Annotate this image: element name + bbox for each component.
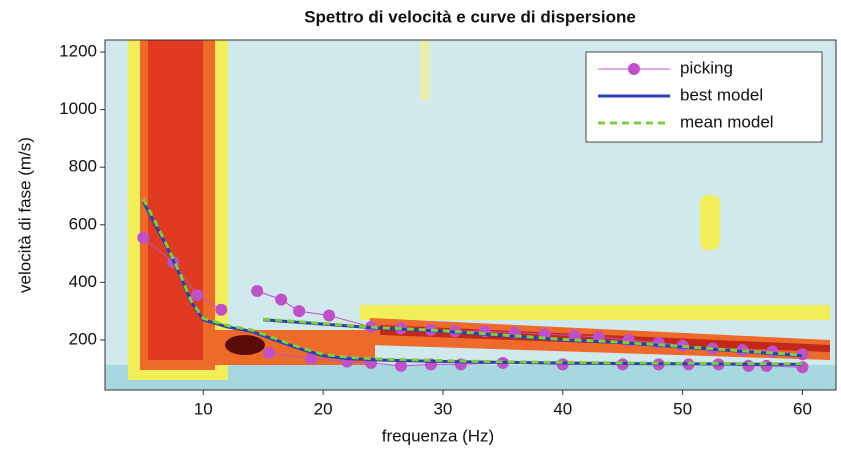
x-tick-label: 10 bbox=[194, 399, 213, 418]
x-tick-label: 30 bbox=[433, 399, 452, 418]
spectrum-yellow bbox=[420, 40, 430, 100]
legend-label: best model bbox=[680, 85, 763, 104]
y-tick-label: 1200 bbox=[59, 42, 97, 61]
picking-point bbox=[394, 359, 407, 372]
series-line bbox=[263, 317, 803, 357]
chart-title: Spettro di velocità e curve di dispersio… bbox=[304, 7, 636, 26]
picking-point bbox=[293, 305, 306, 318]
spectrum-yellow bbox=[360, 305, 830, 320]
picking-point bbox=[305, 352, 318, 365]
picking-point bbox=[323, 309, 336, 322]
y-tick-label: 800 bbox=[69, 157, 97, 176]
picking-point bbox=[263, 346, 276, 359]
spectrum-peak bbox=[225, 335, 265, 355]
y-axis-label: velocità di fase (m/s) bbox=[15, 137, 34, 293]
picking-point bbox=[742, 359, 755, 372]
x-tick-label: 60 bbox=[793, 399, 812, 418]
x-tick-label: 20 bbox=[314, 399, 333, 418]
spectrum-red bbox=[148, 40, 203, 360]
picking-point bbox=[760, 359, 773, 372]
y-tick-label: 1000 bbox=[59, 99, 97, 118]
legend-label: mean model bbox=[680, 112, 774, 131]
picking-point bbox=[275, 293, 288, 306]
legend: picking best model mean model bbox=[585, 51, 823, 143]
picking-point bbox=[191, 289, 204, 302]
series-line bbox=[142, 198, 803, 366]
picking-point bbox=[215, 303, 228, 316]
series-line bbox=[143, 237, 222, 311]
legend-marker bbox=[628, 63, 640, 75]
plot-frame bbox=[104, 39, 837, 391]
y-tick-label: 200 bbox=[69, 329, 97, 348]
legend-label: picking bbox=[680, 58, 733, 77]
y-tick-label: 400 bbox=[69, 272, 97, 291]
x-tick-label: 50 bbox=[673, 399, 692, 418]
spectrum-yellow bbox=[700, 195, 720, 250]
picking-point bbox=[251, 284, 264, 297]
x-tick-label: 40 bbox=[553, 399, 572, 418]
x-axis-label: frequenza (Hz) bbox=[382, 426, 494, 445]
y-tick-label: 600 bbox=[69, 214, 97, 233]
picking-point bbox=[137, 231, 150, 244]
